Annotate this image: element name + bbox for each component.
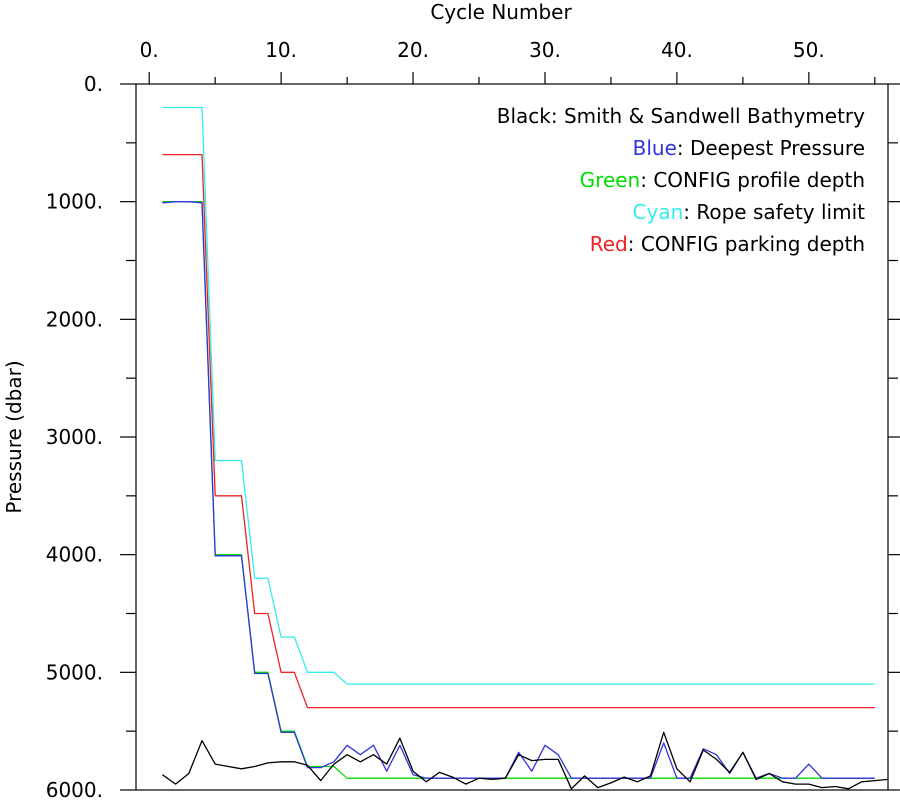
legend-color-word: Green bbox=[580, 168, 641, 192]
series-line-0 bbox=[162, 106, 875, 685]
legend-description: : CONFIG profile depth bbox=[640, 168, 865, 192]
x-tick-label: 0. bbox=[140, 38, 159, 62]
x-axis-title: Cycle Number bbox=[430, 0, 572, 24]
legend-color-word: Red bbox=[590, 232, 628, 256]
x-tick-label: 20. bbox=[397, 38, 429, 62]
series-line-2 bbox=[162, 201, 875, 779]
legend-color-word: Black bbox=[497, 104, 552, 128]
legend-entry: Blue: Deepest Pressure bbox=[633, 136, 865, 160]
legend-entry: Black: Smith & Sandwell Bathymetry bbox=[497, 104, 865, 128]
x-tick-label: 30. bbox=[529, 38, 561, 62]
legend-description: : Smith & Sandwell Bathymetry bbox=[551, 104, 865, 128]
legend-color-word: Blue bbox=[633, 136, 677, 160]
axis-ticks bbox=[120, 72, 900, 791]
legend-color-word: Cyan bbox=[633, 200, 684, 224]
series-line-4 bbox=[162, 731, 889, 790]
series-lines bbox=[162, 106, 889, 790]
x-tick-label: 10. bbox=[265, 38, 297, 62]
series-line-3 bbox=[162, 201, 875, 779]
y-tick-label: 2000. bbox=[46, 307, 103, 331]
y-axis-title: Pressure (dbar) bbox=[2, 360, 26, 513]
legend-description: : CONFIG parking depth bbox=[628, 232, 865, 256]
legend-entry: Cyan: Rope safety limit bbox=[633, 200, 866, 224]
y-tick-label: 4000. bbox=[46, 543, 103, 567]
y-tick-label: 1000. bbox=[46, 190, 103, 214]
y-tick-label: 0. bbox=[84, 72, 103, 96]
x-tick-label: 50. bbox=[793, 38, 825, 62]
legend-entry: Red: CONFIG parking depth bbox=[590, 232, 865, 256]
legend: Black: Smith & Sandwell BathymetryBlue: … bbox=[497, 104, 865, 256]
series-line-1 bbox=[162, 153, 875, 709]
legend-description: : Rope safety limit bbox=[683, 200, 865, 224]
y-tick-label: 3000. bbox=[46, 425, 103, 449]
y-tick-label: 6000. bbox=[46, 778, 103, 800]
legend-description: : Deepest Pressure bbox=[677, 136, 865, 160]
legend-entry: Green: CONFIG profile depth bbox=[580, 168, 865, 192]
y-tick-label: 5000. bbox=[46, 660, 103, 684]
x-tick-label: 40. bbox=[661, 38, 693, 62]
axis-tick-labels: 0. 10. 20. 30. 40. 50. 0. 1000. 2000. 3000. 4000. 5… bbox=[46, 38, 825, 800]
